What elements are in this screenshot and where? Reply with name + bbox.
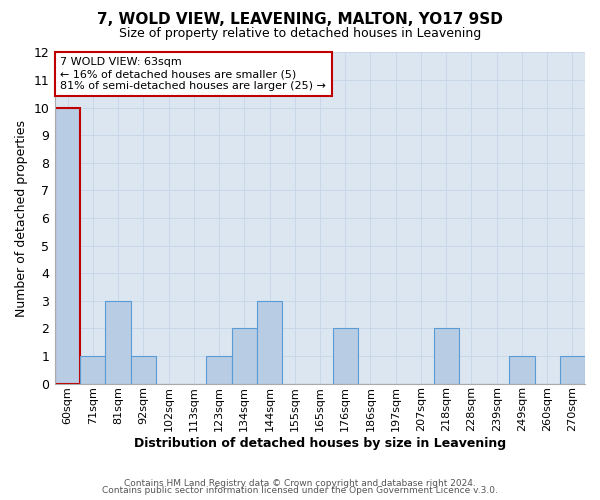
Text: 7 WOLD VIEW: 63sqm
← 16% of detached houses are smaller (5)
81% of semi-detached: 7 WOLD VIEW: 63sqm ← 16% of detached hou…: [60, 58, 326, 90]
Text: Contains public sector information licensed under the Open Government Licence v.: Contains public sector information licen…: [102, 486, 498, 495]
Bar: [332, 328, 358, 384]
Bar: [434, 328, 459, 384]
Bar: [509, 356, 535, 384]
Bar: [206, 356, 232, 384]
Bar: [80, 356, 106, 384]
Bar: [232, 328, 257, 384]
Text: 7, WOLD VIEW, LEAVENING, MALTON, YO17 9SD: 7, WOLD VIEW, LEAVENING, MALTON, YO17 9S…: [97, 12, 503, 28]
Text: Contains HM Land Registry data © Crown copyright and database right 2024.: Contains HM Land Registry data © Crown c…: [124, 478, 476, 488]
Bar: [560, 356, 585, 384]
Text: Size of property relative to detached houses in Leavening: Size of property relative to detached ho…: [119, 28, 481, 40]
Bar: [106, 301, 131, 384]
Y-axis label: Number of detached properties: Number of detached properties: [15, 120, 28, 316]
Bar: [131, 356, 156, 384]
X-axis label: Distribution of detached houses by size in Leavening: Distribution of detached houses by size …: [134, 437, 506, 450]
Bar: [55, 108, 80, 384]
Bar: [257, 301, 282, 384]
